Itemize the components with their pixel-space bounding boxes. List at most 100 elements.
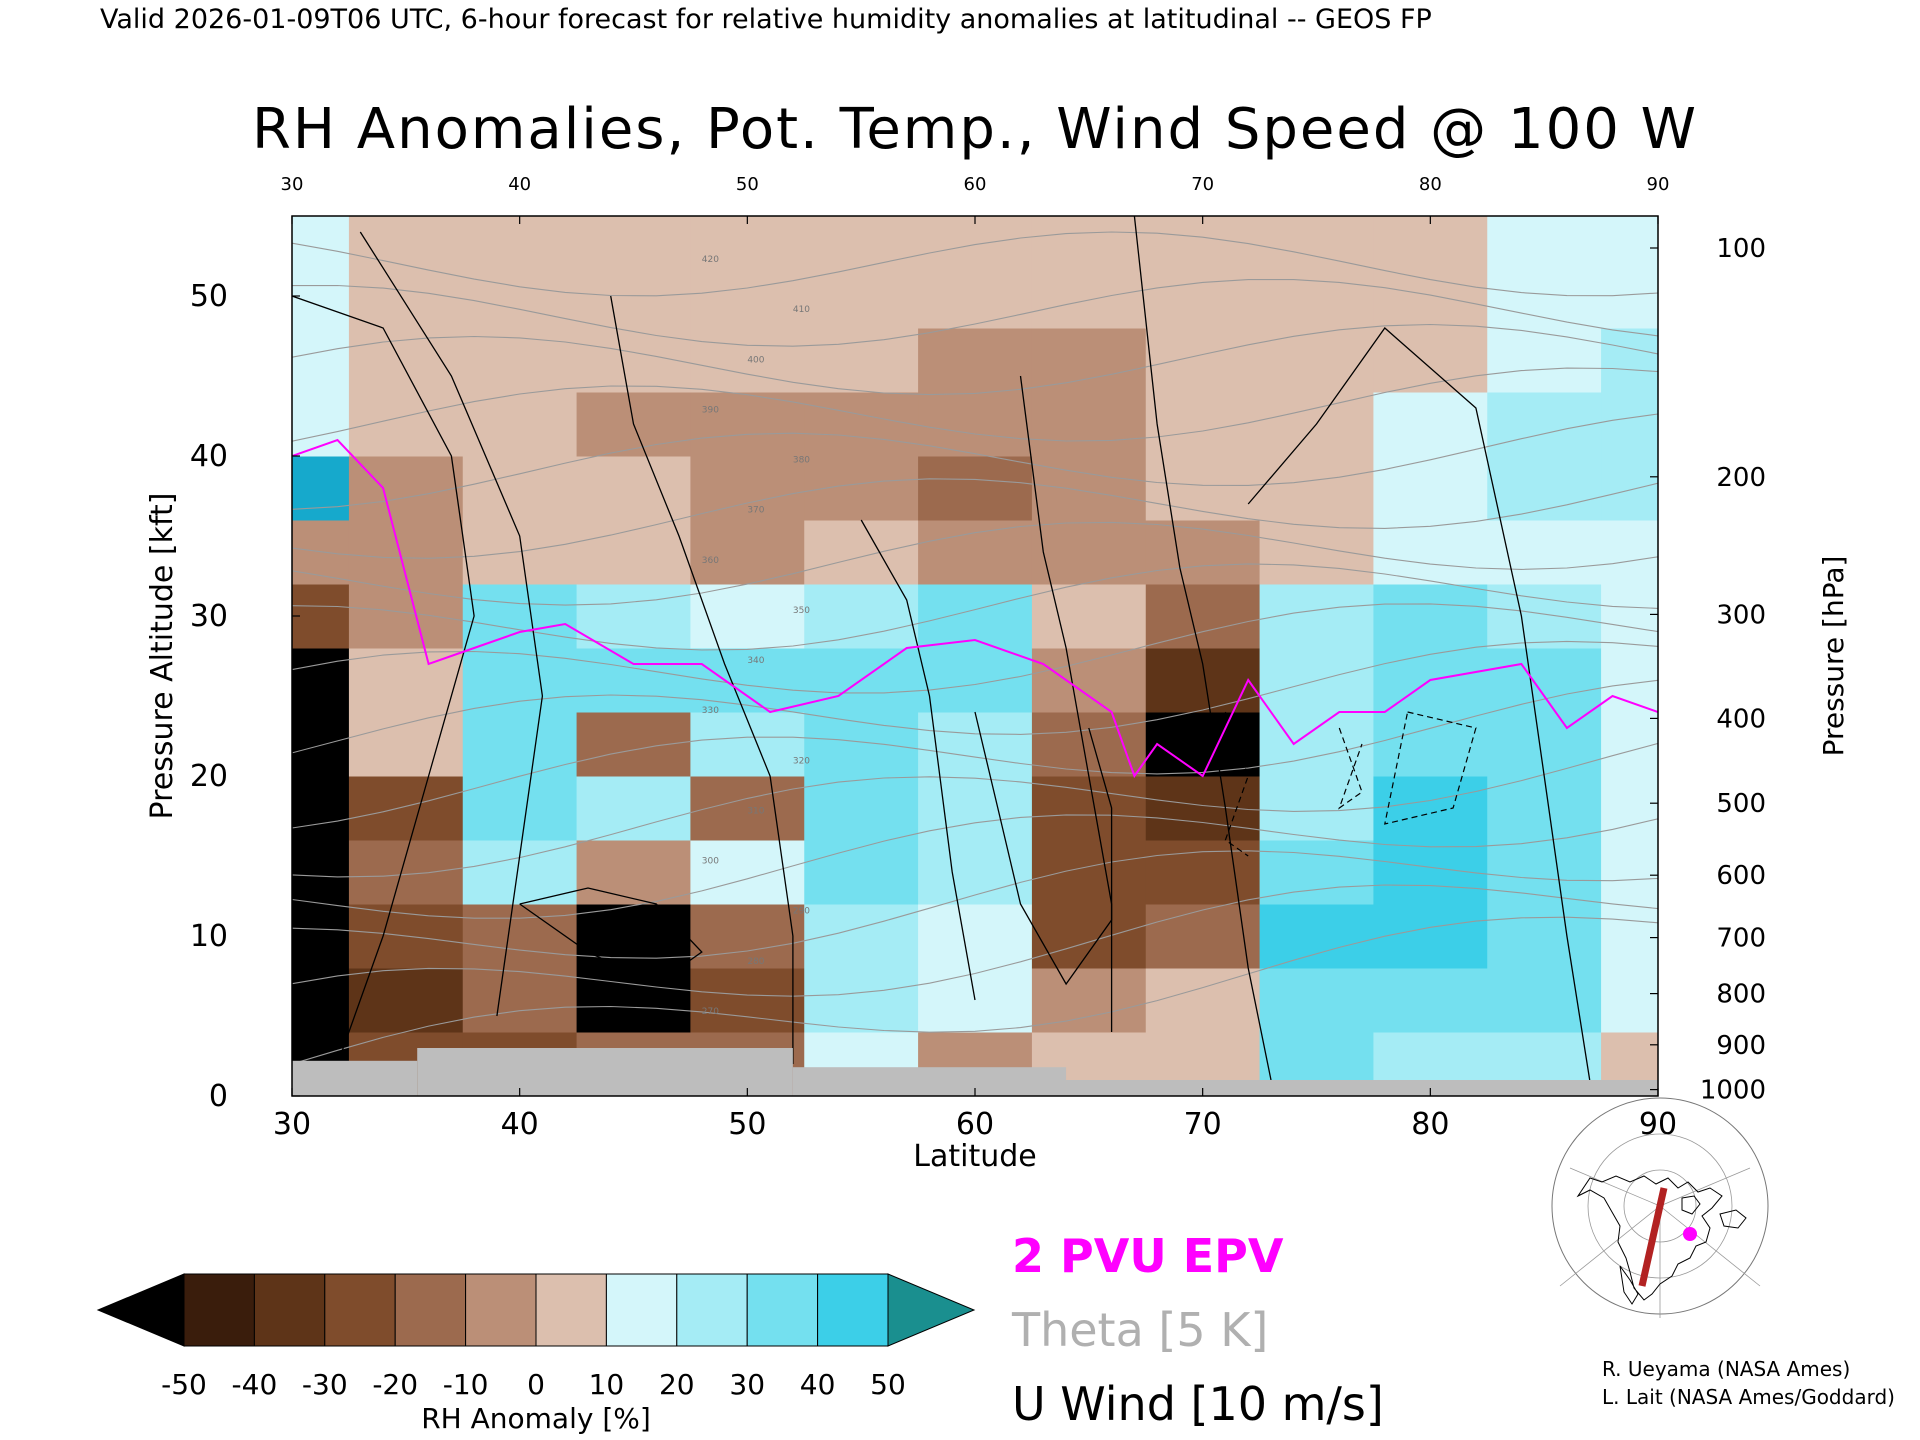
u-wind-contour xyxy=(860,519,976,1001)
colorbar-label: RH Anomaly [%] xyxy=(421,1402,651,1435)
colorbar-over-arrow xyxy=(887,1273,976,1347)
theta-isentrope xyxy=(292,679,1658,829)
rh-cell xyxy=(292,456,350,521)
pressure-tick-label: 300 xyxy=(1716,600,1766,630)
rh-cell xyxy=(1487,648,1602,713)
epv-line xyxy=(292,438,1658,779)
x-axis: 30 40 50 60 70 80 90 xyxy=(273,1088,1677,1142)
rh-cell xyxy=(1373,216,1488,265)
rh-cell xyxy=(1031,904,1147,969)
colorbar-segment xyxy=(746,1273,819,1347)
colorbar-tick-label: 0 xyxy=(527,1368,545,1401)
rh-cell xyxy=(918,264,1033,329)
pressure-tick-label: 100 xyxy=(1716,234,1766,264)
theta-label: 390 xyxy=(702,405,719,415)
rh-cell xyxy=(804,712,919,777)
rh-cell xyxy=(292,904,350,969)
colorbar-segment xyxy=(394,1273,467,1347)
rh-cell xyxy=(292,216,350,265)
rh-cell xyxy=(1259,776,1374,841)
y-tick-label: 40 xyxy=(190,439,228,474)
theta-isentrope xyxy=(292,521,1658,606)
rh-cell xyxy=(462,520,578,585)
rh-cell xyxy=(690,456,805,521)
x-top-tick-label: 70 xyxy=(1191,174,1214,195)
u-wind-contour xyxy=(519,887,703,985)
rh-cell xyxy=(690,216,805,265)
rh-cell xyxy=(576,456,691,521)
rh-cell xyxy=(804,216,919,265)
rh-cell xyxy=(576,840,691,905)
rh-cell xyxy=(1145,648,1261,713)
colorbar-tick-label: -50 xyxy=(161,1368,207,1401)
rh-cell xyxy=(576,712,691,777)
rh-cell xyxy=(918,216,1033,265)
u-wind-contours xyxy=(292,216,1591,1081)
u-wind-contour xyxy=(359,231,544,1017)
rh-cell xyxy=(1031,216,1147,265)
theta-label: 270 xyxy=(702,1007,719,1017)
rh-cell xyxy=(462,776,578,841)
u-wind-contour-negative xyxy=(1224,711,1249,857)
rh-cell xyxy=(348,584,464,649)
rh-cell xyxy=(1259,328,1374,393)
rh-cell xyxy=(690,264,805,329)
legend-epv: 2 PVU EPV xyxy=(1012,1229,1284,1283)
rh-cell xyxy=(918,520,1033,585)
epv-2pvu-line xyxy=(292,438,1658,779)
colorbar-segment xyxy=(183,1273,255,1347)
rh-cell xyxy=(804,328,919,393)
x-tick-label: 60 xyxy=(956,1107,994,1142)
rh-cell xyxy=(1373,328,1488,393)
y-tick-label: 30 xyxy=(190,599,228,634)
x-top-tick-label: 80 xyxy=(1419,174,1442,195)
rh-cell xyxy=(1601,456,1658,521)
rh-cell xyxy=(1031,456,1147,521)
rh-cell xyxy=(1601,904,1658,969)
theta-isentrope xyxy=(292,850,1658,959)
rh-cell xyxy=(690,968,805,1033)
colorbar-segment xyxy=(676,1273,748,1347)
rh-cell xyxy=(1373,392,1488,457)
pressure-tick-label: 500 xyxy=(1716,789,1766,819)
colorbar-tick-label: 10 xyxy=(589,1368,625,1401)
rh-cell xyxy=(1373,456,1488,521)
x-tick-label: 50 xyxy=(728,1107,766,1142)
rh-cell xyxy=(292,584,350,649)
rh-anomaly-field xyxy=(292,216,1658,1096)
pressure-tick-label: 700 xyxy=(1716,924,1766,954)
topography-block xyxy=(792,1067,1067,1096)
rh-cell xyxy=(1259,840,1374,905)
u-wind-contour xyxy=(974,711,1113,986)
colorbar-segment xyxy=(253,1273,326,1347)
rh-cell xyxy=(918,904,1033,969)
x-tick-label: 30 xyxy=(273,1107,311,1142)
rh-cell xyxy=(292,328,350,393)
theta-isentrope xyxy=(292,563,1658,651)
theta-label: 420 xyxy=(702,255,719,265)
rh-cell xyxy=(1145,328,1261,393)
rh-cell xyxy=(1487,712,1602,777)
rh-cell xyxy=(804,392,919,457)
location-marker xyxy=(1683,1227,1697,1241)
theta-label: 290 xyxy=(793,907,810,917)
rh-cell xyxy=(1031,776,1147,841)
rh-cell xyxy=(1487,776,1602,841)
rh-cell xyxy=(576,216,691,265)
rh-cell xyxy=(292,648,350,713)
theta-label: 280 xyxy=(747,957,764,967)
rh-cell xyxy=(918,712,1033,777)
rh-cell xyxy=(1031,712,1147,777)
u-wind-contour xyxy=(1019,375,1113,1032)
theta-isentrope xyxy=(292,603,1658,694)
rh-cell xyxy=(462,968,578,1033)
rh-cell xyxy=(1487,456,1602,521)
theta-label: 340 xyxy=(747,656,764,666)
rh-cell xyxy=(804,968,919,1033)
colorbar-segment xyxy=(535,1273,607,1347)
rh-cell xyxy=(576,264,691,329)
rh-cell xyxy=(804,584,919,649)
theta-isentrope xyxy=(292,231,1658,297)
colorbar-tick-label: -10 xyxy=(443,1368,489,1401)
rh-cell xyxy=(1031,840,1147,905)
